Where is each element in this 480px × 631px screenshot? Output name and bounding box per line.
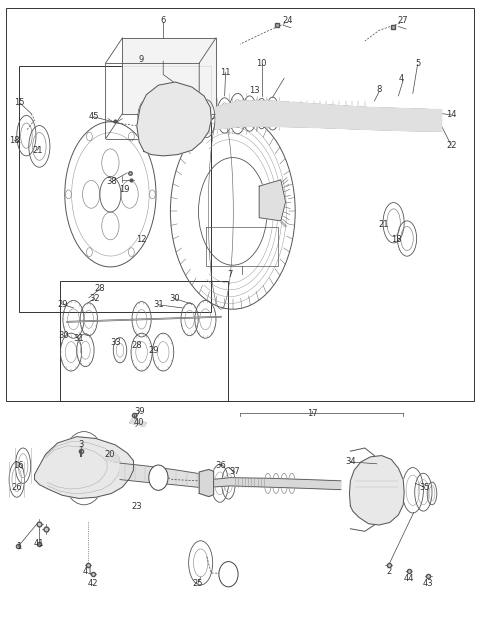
Polygon shape	[35, 437, 133, 498]
Circle shape	[219, 562, 238, 587]
Circle shape	[149, 465, 168, 490]
Text: 12: 12	[136, 235, 147, 244]
Bar	[6, 8, 474, 401]
Polygon shape	[120, 463, 206, 489]
Text: 6: 6	[160, 16, 166, 25]
Text: 13: 13	[249, 86, 260, 95]
Polygon shape	[137, 82, 211, 156]
Text: 9: 9	[139, 56, 144, 64]
Text: 42: 42	[87, 579, 98, 587]
Text: 28: 28	[95, 285, 105, 293]
Text: 26: 26	[12, 483, 22, 492]
Text: 37: 37	[229, 468, 240, 476]
Text: 19: 19	[120, 185, 130, 194]
Text: 40: 40	[134, 418, 144, 427]
Bar	[19, 66, 211, 312]
Text: 30: 30	[59, 331, 69, 339]
Text: 18: 18	[391, 235, 401, 244]
Text: 44: 44	[404, 574, 414, 583]
Text: 5: 5	[415, 59, 420, 68]
Polygon shape	[130, 419, 146, 427]
Text: 21: 21	[379, 220, 389, 229]
Text: 34: 34	[345, 457, 356, 466]
Text: 38: 38	[106, 177, 117, 186]
Bar	[60, 281, 228, 401]
Polygon shape	[216, 101, 442, 131]
Polygon shape	[349, 456, 404, 525]
Polygon shape	[106, 453, 119, 462]
Text: 28: 28	[132, 341, 142, 350]
Text: 29: 29	[148, 346, 159, 355]
Text: 18: 18	[9, 136, 20, 144]
Text: 23: 23	[132, 502, 142, 510]
Text: 3: 3	[78, 440, 84, 449]
Text: 17: 17	[307, 409, 317, 418]
Polygon shape	[259, 180, 286, 221]
Text: 15: 15	[14, 98, 24, 107]
Text: 32: 32	[89, 294, 100, 303]
Text: 31: 31	[73, 334, 84, 343]
Text: 4: 4	[398, 74, 403, 83]
Text: A: A	[156, 473, 161, 482]
Text: 29: 29	[57, 300, 68, 309]
Text: 8: 8	[376, 85, 382, 94]
Text: 21: 21	[32, 146, 43, 155]
Polygon shape	[211, 478, 341, 490]
Text: 33: 33	[110, 338, 120, 346]
Text: 20: 20	[104, 450, 115, 459]
Text: 31: 31	[153, 300, 164, 309]
Text: 2: 2	[386, 567, 391, 575]
Text: 25: 25	[192, 579, 203, 588]
Polygon shape	[199, 469, 214, 497]
Text: 16: 16	[13, 461, 24, 470]
Text: 45: 45	[88, 112, 99, 121]
Text: 24: 24	[283, 16, 293, 25]
Text: 10: 10	[256, 59, 267, 68]
Text: A: A	[226, 570, 231, 579]
Text: 14: 14	[446, 110, 456, 119]
Text: 41: 41	[83, 567, 93, 575]
Text: 7: 7	[228, 270, 233, 279]
Text: 36: 36	[216, 461, 226, 470]
Text: 30: 30	[169, 294, 180, 303]
Text: 11: 11	[220, 68, 231, 77]
Text: 39: 39	[134, 407, 144, 416]
Polygon shape	[122, 38, 216, 114]
Text: 22: 22	[446, 141, 456, 150]
Text: 43: 43	[423, 579, 433, 588]
Text: 35: 35	[420, 483, 430, 492]
Text: 41: 41	[34, 540, 45, 548]
Text: 27: 27	[398, 16, 408, 25]
Text: 1: 1	[16, 542, 21, 551]
